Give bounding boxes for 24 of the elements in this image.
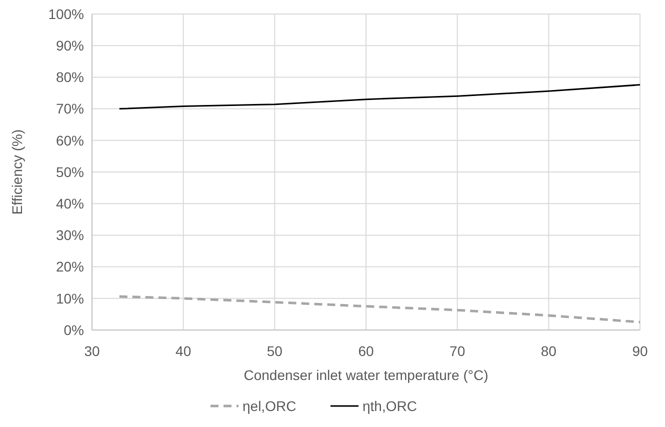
x-tick-label: 40 [176, 343, 192, 359]
y-axis-title: Efficiency (%) [9, 129, 25, 215]
x-tick-label: 80 [540, 343, 557, 359]
y-tick-label: 30% [56, 227, 84, 244]
x-axis-title: Condenser inlet water temperature (°C) [244, 367, 488, 383]
legend-label: ηel,ORC [242, 398, 296, 414]
y-tick-label: 40% [56, 196, 84, 212]
y-tick-label: 10% [56, 290, 84, 306]
line-series [118, 84, 641, 110]
y-tick-label: 20% [56, 258, 84, 275]
x-tick-label: 30 [84, 343, 100, 359]
x-tick-label: 70 [450, 343, 466, 359]
y-tick-label: 60% [56, 132, 84, 148]
x-tick-label: 60 [358, 343, 374, 359]
y-tick-label: 90% [56, 38, 84, 54]
legend-label: ηth,ORC [362, 398, 417, 414]
y-tick-label: 50% [56, 164, 84, 180]
x-tick-label: 90 [632, 343, 648, 359]
y-tick-label: 70% [56, 100, 84, 117]
y-tick-label: 0% [64, 322, 84, 338]
y-tick-label: 100% [48, 6, 84, 22]
x-tick-label: 50 [266, 343, 283, 359]
line-series [118, 295, 642, 324]
y-tick-label: 80% [56, 69, 84, 86]
